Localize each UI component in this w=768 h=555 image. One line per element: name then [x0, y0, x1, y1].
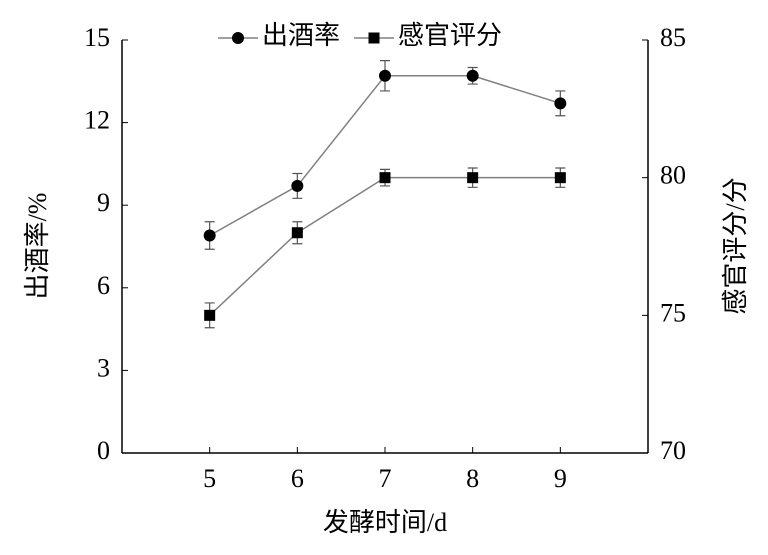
data-point	[379, 69, 391, 82]
data-point	[291, 227, 303, 239]
y2-tick-label: 75	[660, 298, 686, 327]
x-tick-label: 6	[291, 464, 304, 493]
legend-marker	[232, 32, 244, 44]
legend-label: 出酒率	[262, 21, 340, 50]
legend-marker	[368, 32, 380, 44]
data-point	[203, 229, 216, 242]
y-tick-label: 15	[84, 23, 110, 52]
x-tick-label: 9	[554, 464, 567, 493]
y2-tick-label: 85	[660, 23, 686, 52]
y-tick-label: 9	[97, 188, 110, 217]
x-tick-label: 7	[379, 464, 392, 493]
y-tick-label: 0	[97, 436, 110, 465]
y2-tick-label: 80	[660, 161, 686, 190]
x-axis-label: 发酵时间/d	[323, 508, 447, 537]
legend-label: 感官评分	[398, 21, 502, 50]
series-line	[209, 176, 561, 316]
y-tick-label: 3	[97, 353, 110, 382]
data-point	[291, 179, 304, 192]
data-point	[554, 172, 566, 184]
y-tick-label: 6	[97, 271, 110, 300]
y2-tick-label: 70	[660, 436, 686, 465]
data-point	[466, 69, 479, 82]
data-point	[554, 97, 567, 110]
data-point	[204, 309, 216, 321]
data-point	[379, 172, 391, 184]
x-tick-label: 5	[203, 464, 216, 493]
x-tick-label: 8	[466, 464, 479, 493]
y-axis-label: 出酒率/%	[23, 193, 52, 300]
y-tick-label: 12	[84, 106, 110, 135]
series-line	[209, 75, 561, 237]
y2-axis-label: 感官评分/分	[721, 177, 750, 314]
data-point	[467, 172, 479, 184]
